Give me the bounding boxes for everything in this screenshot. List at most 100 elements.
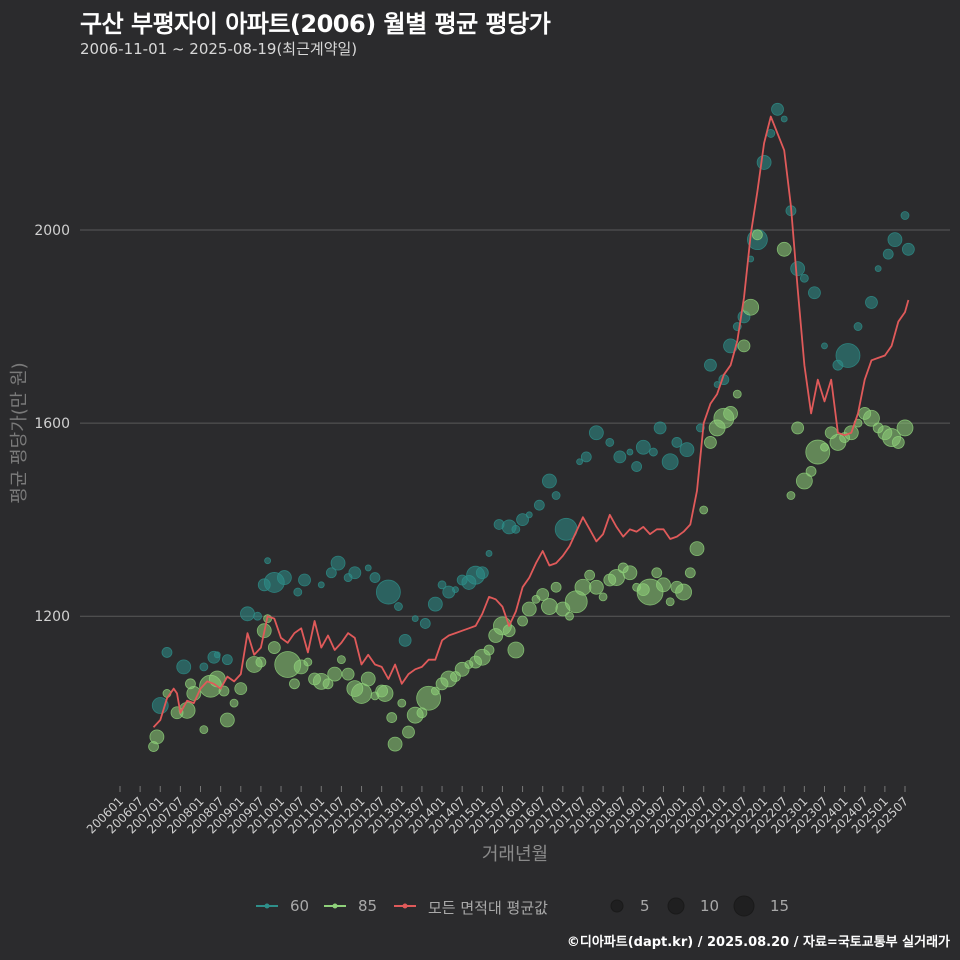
point-85 bbox=[684, 567, 696, 579]
point-60 bbox=[808, 286, 821, 300]
source-caption: ©디아파트(dapt.kr) / 2025.08.20 / 자료=국토교통부 실… bbox=[566, 935, 950, 950]
point-85 bbox=[742, 298, 760, 316]
point-85 bbox=[199, 725, 209, 735]
legend-label-85: 85 bbox=[358, 897, 378, 915]
legend-swatch-dot bbox=[402, 903, 408, 909]
point-60 bbox=[631, 461, 643, 472]
legend-label-60: 60 bbox=[290, 897, 310, 915]
point-85 bbox=[723, 406, 738, 421]
point-60 bbox=[437, 580, 447, 590]
point-85 bbox=[863, 409, 880, 427]
point-60 bbox=[756, 155, 772, 170]
series-60-points bbox=[151, 102, 915, 714]
point-60 bbox=[661, 453, 679, 471]
point-60 bbox=[364, 564, 372, 572]
point-85 bbox=[656, 577, 671, 593]
point-85 bbox=[598, 592, 608, 602]
point-85 bbox=[820, 442, 829, 452]
point-60 bbox=[588, 425, 604, 441]
point-85 bbox=[675, 583, 692, 601]
y-tick-label: 2000 bbox=[34, 223, 70, 239]
point-85 bbox=[337, 655, 346, 665]
point-85 bbox=[751, 229, 763, 241]
point-60 bbox=[653, 421, 667, 435]
point-60 bbox=[704, 358, 717, 372]
point-85 bbox=[805, 465, 817, 477]
legend-swatch-dot bbox=[332, 903, 338, 909]
point-60 bbox=[511, 524, 521, 534]
point-85 bbox=[791, 421, 805, 435]
point-85 bbox=[267, 641, 281, 654]
point-85 bbox=[891, 436, 905, 449]
point-85 bbox=[896, 419, 914, 437]
point-85 bbox=[341, 667, 355, 681]
point-85 bbox=[517, 615, 528, 627]
point-85 bbox=[737, 339, 751, 353]
point-85 bbox=[483, 644, 495, 656]
point-60 bbox=[671, 437, 683, 448]
point-85 bbox=[229, 698, 239, 708]
legend-label-average: 모든 면적대 평균값 bbox=[428, 899, 548, 917]
point-85 bbox=[786, 491, 796, 500]
point-85 bbox=[322, 678, 334, 690]
point-85 bbox=[430, 686, 440, 696]
point-85 bbox=[704, 436, 717, 449]
point-60 bbox=[533, 499, 545, 511]
point-60 bbox=[264, 557, 272, 565]
legend-size-circle bbox=[610, 899, 624, 913]
average-line bbox=[152, 115, 910, 728]
point-60 bbox=[199, 662, 209, 672]
point-60 bbox=[516, 513, 529, 527]
point-85 bbox=[651, 567, 663, 579]
point-60 bbox=[882, 248, 894, 260]
point-85 bbox=[507, 641, 525, 659]
point-60 bbox=[394, 602, 403, 611]
point-85 bbox=[776, 241, 792, 257]
point-60 bbox=[648, 447, 658, 457]
point-60 bbox=[887, 232, 903, 248]
point-60 bbox=[901, 242, 915, 256]
point-60 bbox=[475, 566, 489, 580]
grid-lines bbox=[80, 229, 950, 617]
point-60 bbox=[317, 581, 325, 589]
point-85 bbox=[732, 389, 742, 399]
point-85 bbox=[397, 698, 407, 708]
point-85 bbox=[550, 581, 562, 593]
point-60 bbox=[369, 572, 381, 583]
point-85 bbox=[665, 597, 675, 607]
point-85 bbox=[303, 657, 313, 667]
point-85 bbox=[588, 579, 604, 595]
point-85 bbox=[219, 712, 235, 728]
y-tick-label: 1600 bbox=[34, 416, 70, 432]
point-60 bbox=[452, 586, 459, 594]
point-60 bbox=[580, 451, 592, 463]
point-60 bbox=[213, 651, 221, 659]
point-60 bbox=[485, 550, 493, 557]
point-60 bbox=[348, 566, 362, 580]
y-tick-label: 1200 bbox=[34, 609, 70, 625]
point-85 bbox=[541, 598, 558, 615]
point-60 bbox=[900, 211, 910, 220]
point-60 bbox=[780, 115, 788, 123]
point-85 bbox=[360, 671, 376, 687]
point-85 bbox=[622, 565, 638, 581]
point-85 bbox=[699, 505, 709, 515]
point-60 bbox=[253, 611, 262, 621]
legend-size-circle bbox=[733, 895, 755, 917]
point-60 bbox=[330, 555, 346, 571]
average-line-path bbox=[152, 115, 910, 728]
point-85 bbox=[386, 712, 398, 723]
point-85 bbox=[234, 682, 248, 696]
point-60 bbox=[605, 438, 615, 447]
point-85 bbox=[689, 541, 705, 557]
point-60 bbox=[419, 618, 431, 629]
point-85 bbox=[402, 725, 415, 739]
x-axis-label: 거래년월 bbox=[481, 844, 549, 865]
point-60 bbox=[293, 587, 303, 597]
point-85 bbox=[289, 678, 300, 690]
point-60 bbox=[626, 448, 634, 456]
point-85 bbox=[327, 666, 343, 682]
point-60 bbox=[298, 573, 311, 587]
legend-size-10: 10 bbox=[700, 897, 720, 915]
